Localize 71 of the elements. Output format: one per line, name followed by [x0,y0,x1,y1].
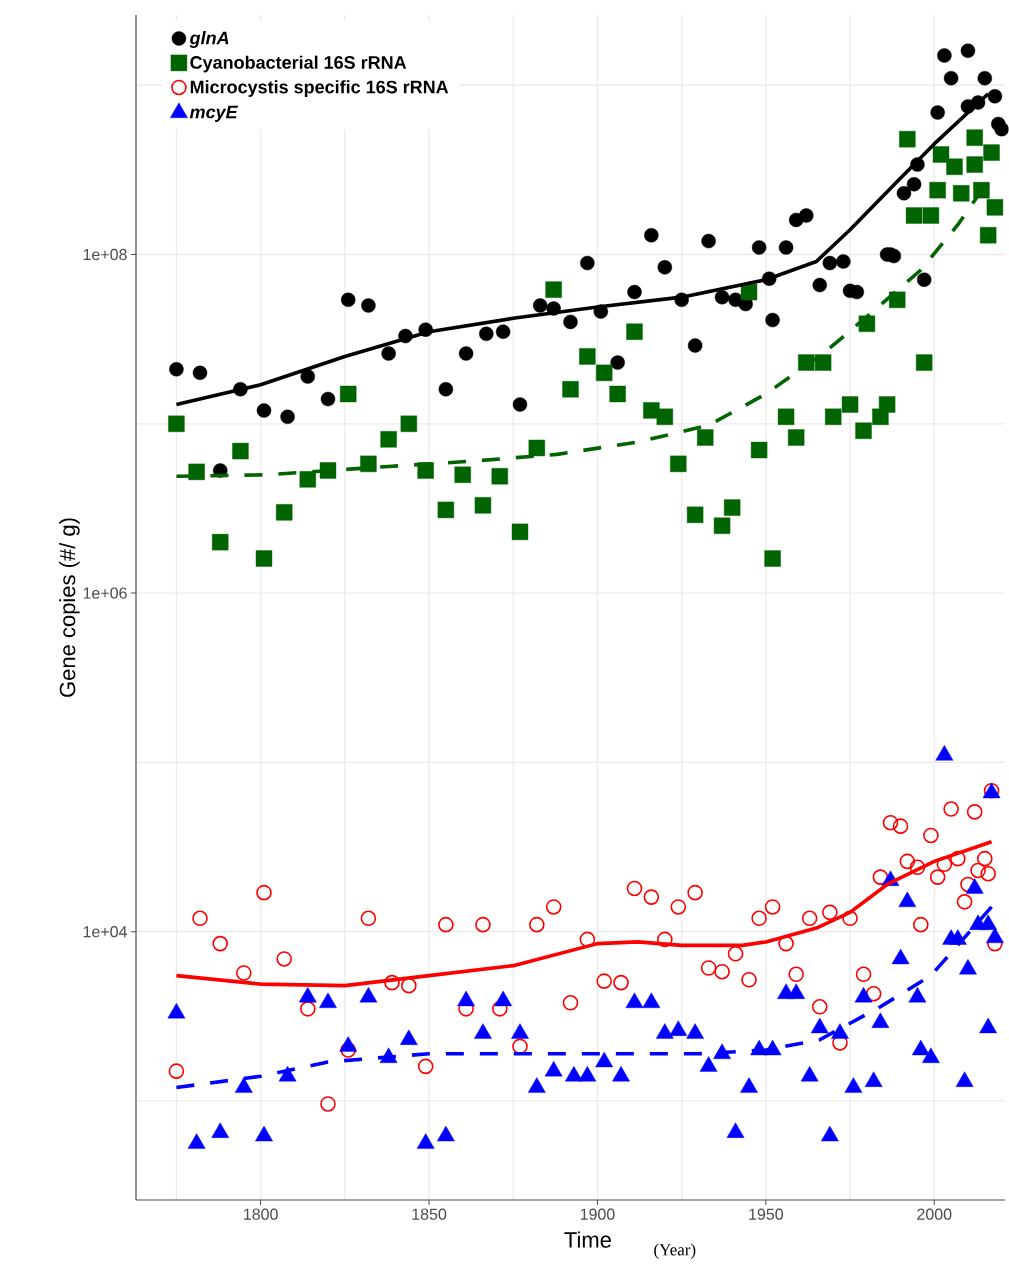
point [579,348,596,365]
point [609,385,627,403]
point [966,156,984,173]
point [842,396,859,413]
point [232,442,249,460]
point [764,550,781,567]
legend-label: Microcystis specific 16S rRNA [190,80,449,97]
point [986,199,1004,216]
point [491,468,509,485]
point [626,323,643,340]
y-tick-label: 1e+08 [83,248,127,261]
point [946,158,963,175]
point [299,471,317,488]
point [973,181,990,199]
point [319,462,337,479]
point [966,129,984,146]
point [906,207,923,224]
point [380,431,397,448]
point [340,385,357,403]
legend-label: glnA [189,31,229,48]
point [454,466,472,483]
x-tick-label: 2000 [917,1208,952,1220]
point [953,185,970,202]
y-tick-label: 1e+06 [83,587,127,599]
y-tick-label: 1e+04 [83,926,128,938]
point [255,550,273,567]
point [916,354,933,371]
point [360,455,377,473]
point [778,408,795,425]
point [879,396,896,413]
point [825,408,842,425]
point [188,463,206,481]
point [276,504,293,521]
point [511,523,529,541]
point [474,497,492,514]
point [899,130,916,148]
point [929,181,947,199]
point [562,381,579,398]
point [697,429,714,446]
point [933,146,950,163]
point [596,364,613,382]
text: (Year) [654,1243,696,1259]
point [670,455,687,473]
x-tick-label: 1900 [581,1208,615,1220]
point [437,501,455,519]
point [714,517,731,534]
point [400,415,418,432]
x-tick-label: 1800 [244,1208,278,1220]
point [983,144,1000,161]
point [980,227,997,244]
point [687,506,704,524]
x-axis-title: Time [564,1231,612,1248]
point [858,315,876,332]
x-tick-label: 1950 [749,1208,784,1220]
point [168,415,185,432]
point [528,439,546,457]
point [724,499,741,516]
point [751,441,768,459]
point [788,429,805,446]
x-tick-label: 1850 [412,1208,447,1220]
legend-label: Cyanobacterial 16S rRNA [190,55,407,73]
point [889,291,906,309]
point [656,408,674,425]
point [545,281,563,298]
point [922,207,940,224]
point [815,354,832,371]
y-axis-title: Gene copies (#/ g) [59,518,80,697]
legend-label: mcyE [190,105,239,122]
point [741,283,758,301]
point [212,533,229,551]
point [855,422,872,439]
